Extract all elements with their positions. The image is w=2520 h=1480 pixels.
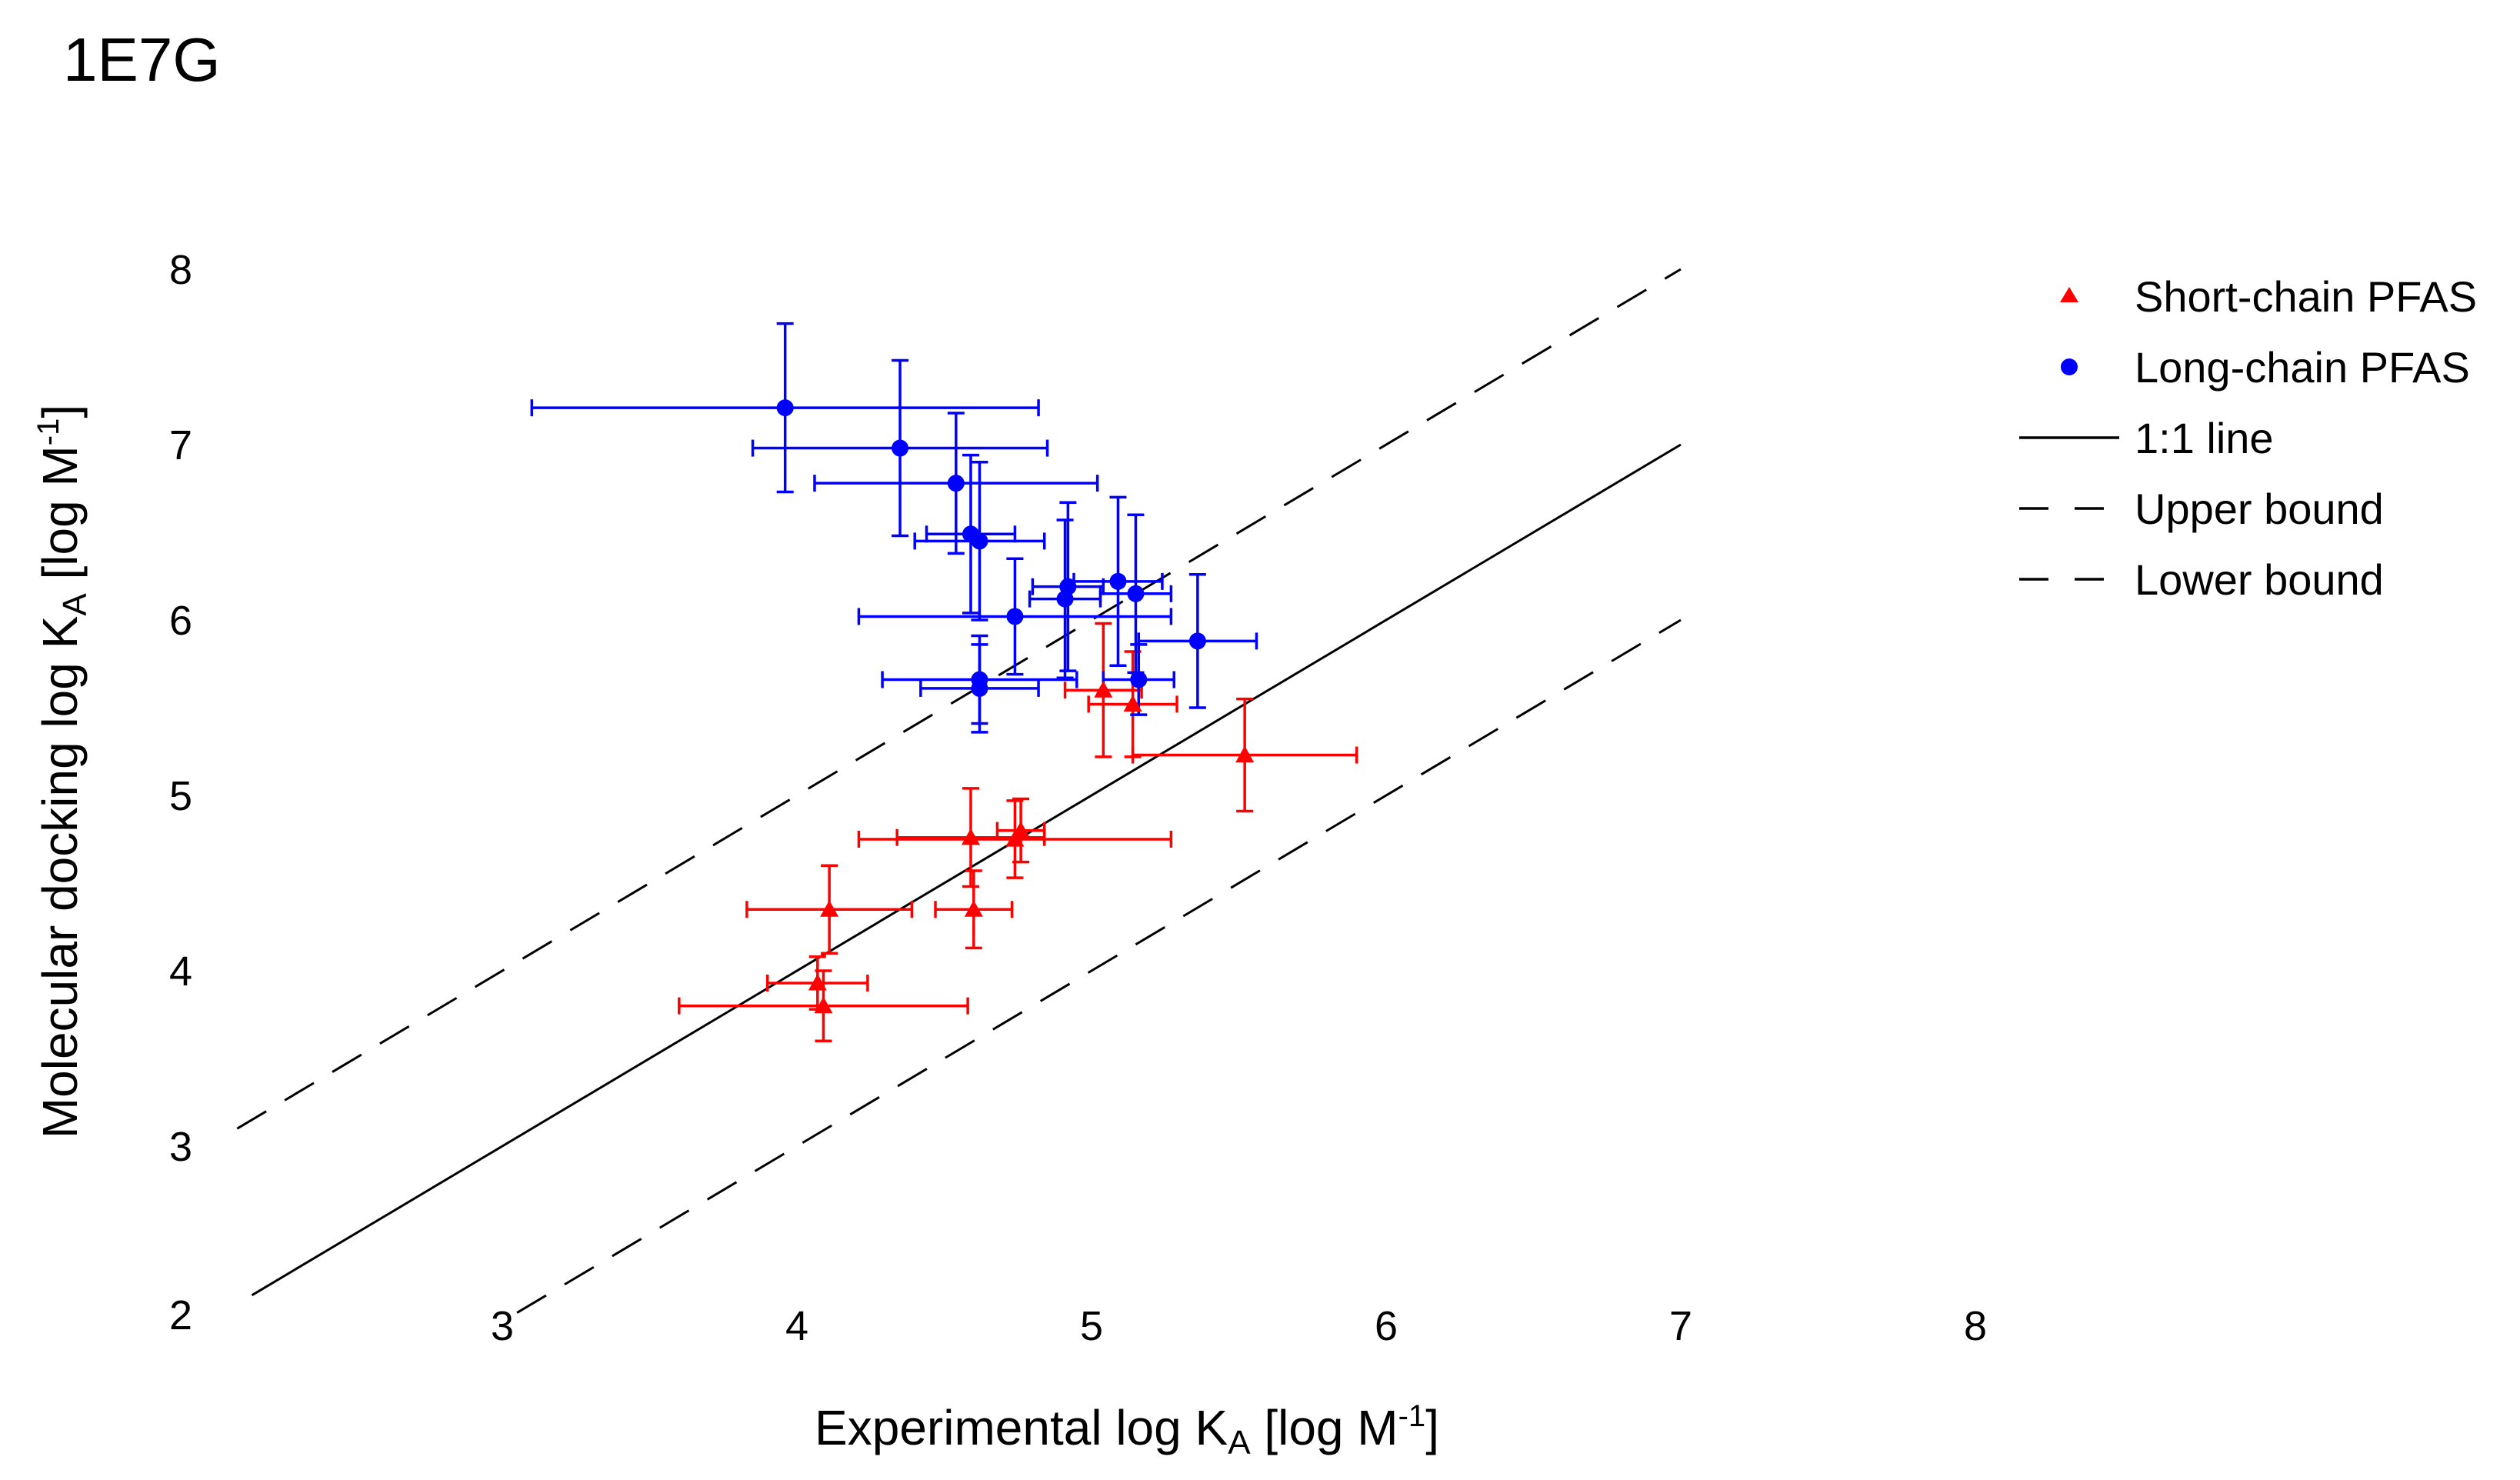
y-tick-label: 5 — [169, 773, 192, 819]
x-axis-ticks: 3 4 5 6 7 8 — [491, 1303, 1987, 1349]
long-chain-pfas-point — [1109, 572, 1127, 590]
x-tick-label: 8 — [1964, 1303, 1987, 1349]
long-chain-pfas-point — [1127, 585, 1145, 602]
long-chain-pfas-point — [947, 475, 965, 492]
y-axis-ticks: 2 3 4 5 6 7 8 — [169, 247, 192, 1338]
legend-item-upper-bound: Upper bound — [2019, 485, 2384, 533]
reference-lines — [236, 268, 1682, 1314]
legend-circle-icon — [2061, 358, 2078, 375]
short-chain-pfas-point — [1094, 681, 1113, 698]
short-chain-pfas-point — [961, 828, 980, 845]
x-axis-label: Experimental log KA [log M-1] — [815, 1399, 1439, 1462]
legend-triangle-icon — [2060, 287, 2078, 302]
long-chain-pfas-point — [1056, 590, 1074, 608]
legend-item-long-chain-pfas: Long-chain PFAS — [2061, 343, 2470, 392]
long-chain-pfas-point — [971, 532, 988, 550]
long-chain-pfas-point — [1188, 632, 1206, 650]
x-tick-label: 7 — [1669, 1303, 1692, 1349]
y-axis-label: Molecular docking log KA [log M-1] — [32, 405, 94, 1138]
y-tick-label: 3 — [169, 1124, 192, 1170]
legend-item-1-1-line: 1:1 line — [2019, 414, 2274, 462]
short-chain-pfas-point — [1005, 830, 1025, 847]
legend-label: Long-chain PFAS — [2135, 343, 2470, 392]
short-chain-pfas-point — [964, 900, 983, 917]
short-chain-pfas-point — [1235, 745, 1255, 763]
short-chain-pfas-point — [808, 973, 827, 991]
short-chain-pfas-point — [1012, 821, 1031, 838]
y-tick-label: 8 — [169, 247, 192, 293]
error-bars — [530, 322, 1358, 1042]
legend-label: Short-chain PFAS — [2135, 272, 2477, 321]
x-tick-label: 5 — [1080, 1303, 1103, 1349]
legend-label: 1:1 line — [2135, 414, 2274, 462]
y-tick-label: 2 — [169, 1292, 192, 1338]
y-tick-label: 6 — [169, 598, 192, 644]
chart-title: 1E7G — [63, 25, 221, 94]
lower-bound-line — [516, 618, 1682, 1314]
legend-item-lower-bound: Lower bound — [2019, 555, 2384, 604]
long-chain-pfas-point — [892, 439, 909, 457]
legend-item-short-chain-pfas: Short-chain PFAS — [2060, 272, 2477, 321]
long-chain-pfas-point — [1006, 608, 1024, 625]
x-tick-label: 6 — [1375, 1303, 1398, 1349]
short-chain-pfas-point — [1123, 695, 1142, 712]
y-tick-label: 4 — [169, 948, 192, 995]
long-chain-pfas-point — [971, 679, 988, 697]
y-tick-label: 7 — [169, 422, 192, 468]
short-chain-pfas-point — [814, 996, 833, 1014]
long-chain-pfas-point — [1130, 671, 1148, 688]
short-chain-pfas-point — [820, 900, 839, 917]
x-tick-label: 4 — [785, 1303, 808, 1349]
data-markers — [776, 399, 1255, 1014]
legend: Short-chain PFAS Long-chain PFAS 1:1 line U… — [2019, 272, 2477, 604]
legend-label: Lower bound — [2135, 555, 2384, 604]
long-chain-pfas-point — [776, 399, 794, 417]
upper-bound-line — [236, 268, 1682, 1130]
legend-label: Upper bound — [2135, 485, 2384, 533]
x-tick-label: 3 — [491, 1303, 514, 1349]
